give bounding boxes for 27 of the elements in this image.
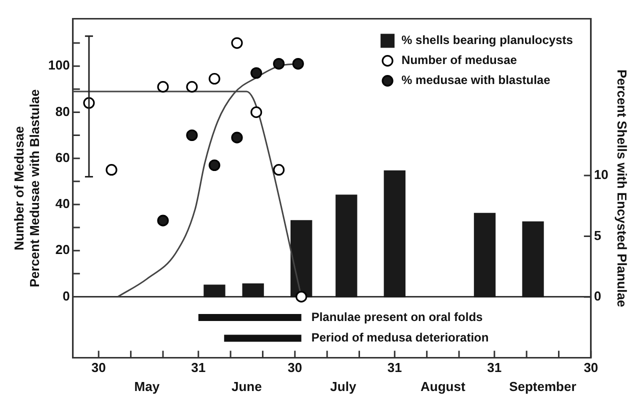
x-tick-label: 31 [487,360,502,376]
x2-tick-label: July [330,378,357,394]
y2-tick-label: 10 [594,167,608,182]
series-label: Planulae present on oral folds [311,310,484,324]
y-axis-title: Number of Medusae Percent Medusae with Blastulae [11,89,42,288]
y-tick-label: 20 [55,242,70,258]
x2-tick-label: June [231,378,262,394]
y-tick-label: 80 [55,104,70,119]
legend-label: % medusae with blastulae [402,73,551,88]
x2-tick-label: August [420,378,466,394]
x-tick-label: 30 [91,360,106,376]
x2-tick-label: September [509,378,576,394]
y-tick-label: 0 [62,288,70,304]
x2-tick-label: May [134,378,160,394]
y-tick-label: 100 [48,58,70,73]
x-tick-label: 30 [288,360,302,376]
legend-label: Number of medusae [402,53,518,68]
x-tick-label: 31 [387,360,402,376]
y2-tick-label: 5 [594,228,602,243]
y2-tick-label: 0 [594,288,602,304]
y-tick-label: 60 [55,150,70,165]
series-label: Period of medusa deterioration [311,330,489,345]
legend-label: % shells bearing planulocysts [402,33,574,48]
x-tick-label: 30 [584,360,598,376]
y2-axis-title: Percent Shells with Encysted Planulae [614,69,630,308]
x-tick-label: 31 [191,360,206,376]
y-tick-label: 40 [55,196,70,212]
